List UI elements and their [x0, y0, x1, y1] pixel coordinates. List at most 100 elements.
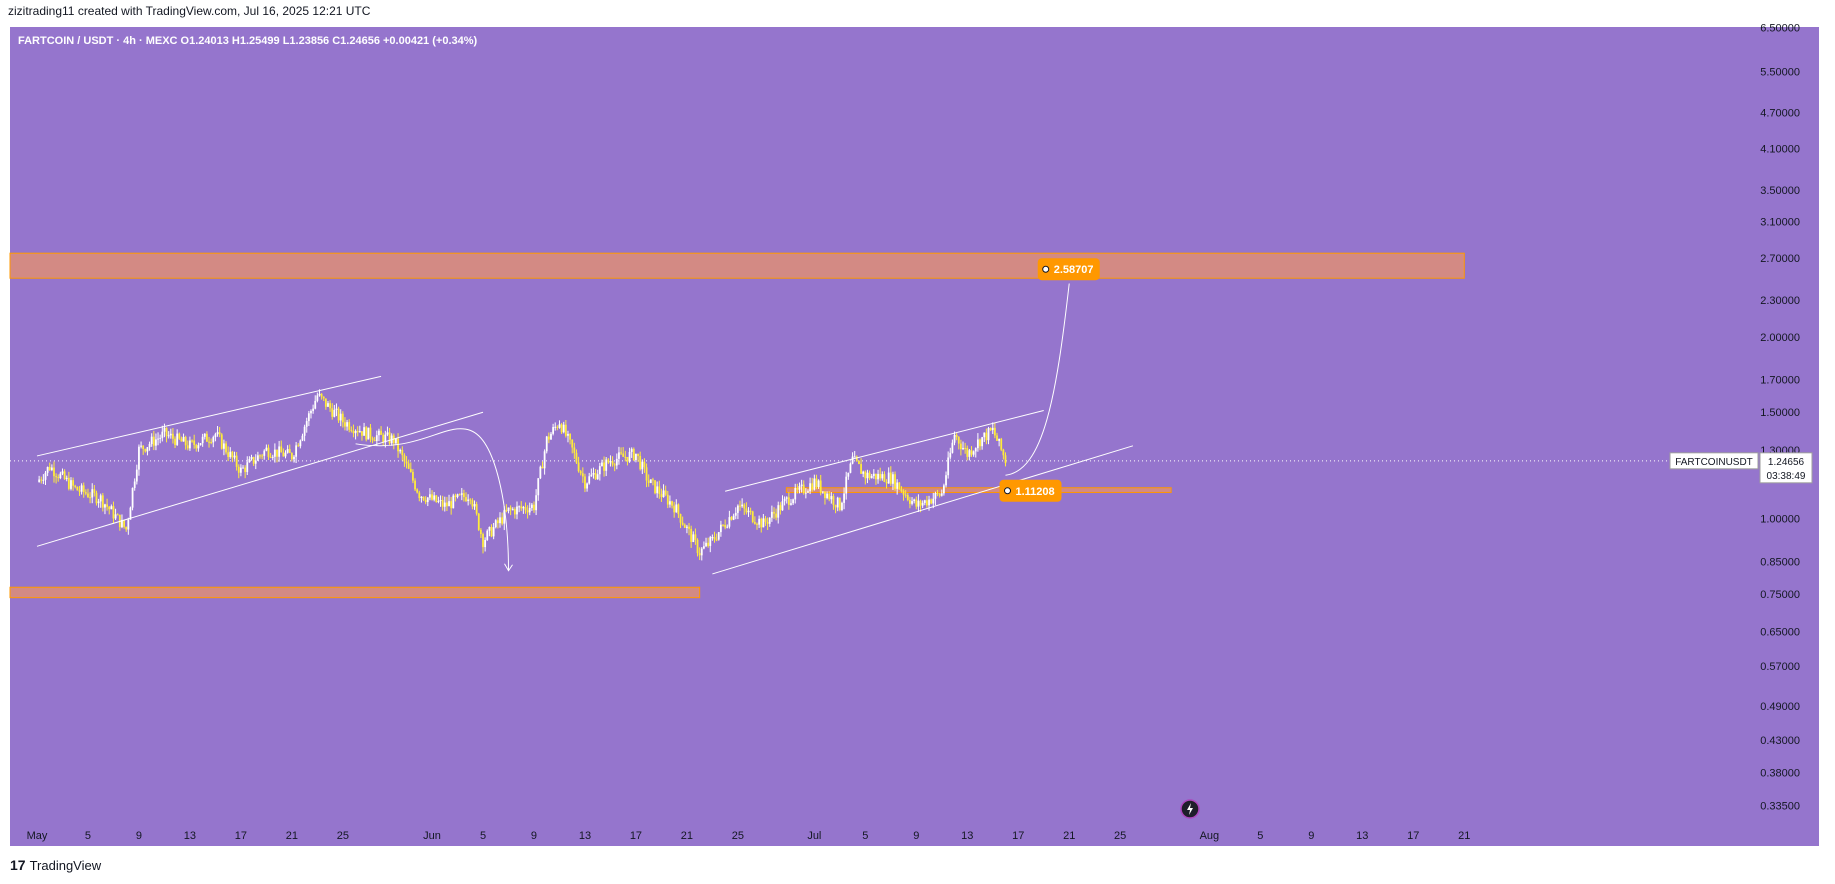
candle-body	[490, 526, 493, 537]
candle-body	[713, 537, 716, 540]
candle-body	[395, 438, 397, 444]
candle-body	[637, 453, 639, 456]
candle-body	[384, 434, 387, 443]
candle	[635, 453, 637, 463]
price-zone[interactable]	[9, 586, 701, 599]
candle-body	[626, 456, 629, 462]
candle	[715, 533, 718, 542]
trendline[interactable]	[36, 411, 484, 547]
candle-body	[242, 467, 244, 469]
candle-body	[416, 489, 419, 493]
candle-body	[989, 428, 992, 431]
candle-body	[91, 489, 94, 498]
candle-body	[435, 495, 438, 503]
candle	[159, 434, 162, 444]
target-price-badge[interactable]: 2.58707	[1037, 258, 1100, 281]
candle-body	[545, 436, 548, 452]
candle-body	[172, 433, 174, 439]
trendline[interactable]	[725, 410, 1044, 492]
candle	[182, 433, 185, 442]
candle	[866, 469, 869, 484]
candle-body	[182, 436, 185, 442]
candle	[1002, 448, 1005, 460]
candle	[588, 472, 591, 485]
candle	[456, 493, 459, 499]
candle-body	[399, 449, 402, 452]
candle	[165, 427, 168, 443]
candle	[947, 451, 950, 479]
candle	[214, 432, 217, 442]
candle-body	[966, 448, 969, 457]
candle-body	[227, 452, 230, 457]
time-tick-label: 25	[1114, 830, 1126, 842]
candle	[917, 494, 920, 512]
candle	[254, 454, 257, 470]
time-tick-label: 5	[862, 830, 868, 842]
candle-body	[802, 484, 805, 493]
candle	[248, 456, 251, 463]
candle-body	[346, 422, 348, 427]
last-price-tag[interactable]: 1.24656 03:38:49	[1759, 452, 1813, 484]
candle-body	[269, 456, 272, 458]
candle-body	[235, 455, 238, 467]
candle-body	[367, 427, 370, 440]
candle	[84, 489, 87, 496]
candle-body	[845, 476, 848, 494]
time-tick-label: 17	[235, 830, 247, 842]
tradingview-footer[interactable]: 17 TradingView	[10, 857, 101, 873]
time-tick-label: 9	[1308, 830, 1314, 842]
candle-body	[573, 447, 576, 453]
candle-body	[862, 471, 865, 474]
candle-body	[957, 437, 960, 444]
candle-body	[785, 497, 788, 499]
candle	[350, 426, 353, 433]
candle	[624, 450, 627, 462]
candle-body	[471, 500, 474, 507]
lightning-icon[interactable]	[1180, 799, 1200, 819]
candle-body	[157, 438, 159, 440]
price-zone[interactable]	[9, 252, 1465, 279]
candle-body	[55, 476, 58, 478]
candle-body	[575, 452, 578, 463]
candle	[144, 448, 147, 453]
candle	[299, 439, 302, 449]
candle	[639, 451, 642, 471]
candle	[50, 464, 53, 472]
price-tick-label: 0.57000	[1760, 661, 1800, 673]
candle-body	[896, 482, 899, 489]
projection-arrow-past[interactable]	[355, 428, 510, 571]
candle-body	[356, 430, 359, 433]
support-price-badge[interactable]: 1.11208	[999, 479, 1062, 502]
candle-body	[787, 497, 790, 505]
time-tick-label: Jun	[423, 830, 441, 842]
candle	[547, 432, 550, 444]
candle	[208, 436, 210, 448]
chart-plot-area[interactable]	[10, 27, 1819, 846]
symbol-price-tag[interactable]: FARTCOINUSDT	[1669, 452, 1759, 470]
candle	[976, 433, 979, 452]
candle	[530, 503, 533, 511]
candle-body	[709, 537, 712, 546]
trendline[interactable]	[36, 375, 382, 457]
candle-body	[811, 483, 814, 490]
trendline[interactable]	[712, 445, 1134, 575]
candle-body	[766, 522, 769, 524]
candle	[288, 444, 291, 454]
candle-body	[853, 456, 856, 458]
candle-body	[964, 447, 967, 449]
candle	[123, 519, 125, 529]
candle-body	[919, 500, 922, 506]
candle	[652, 477, 654, 486]
projection-arrow-target[interactable]	[1005, 283, 1070, 476]
candle	[860, 458, 862, 474]
candle	[229, 447, 232, 459]
candle	[792, 498, 795, 506]
candle	[212, 435, 215, 448]
candle	[932, 492, 935, 509]
candle	[460, 487, 463, 501]
candle-body	[48, 466, 51, 470]
candle-body	[567, 433, 569, 436]
candle-body	[121, 519, 123, 528]
candle-body	[318, 393, 321, 396]
